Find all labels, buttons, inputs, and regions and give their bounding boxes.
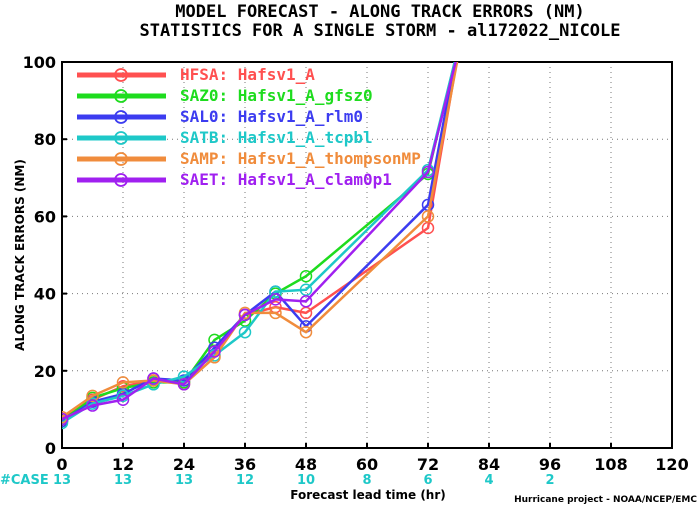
case-count: 13 xyxy=(53,473,71,488)
x-tick-label: 108 xyxy=(594,455,627,474)
legend-swatch-marker xyxy=(114,131,128,145)
data-point xyxy=(86,399,99,412)
x-tick-label: 48 xyxy=(295,455,317,474)
data-point xyxy=(421,165,435,179)
case-count: 6 xyxy=(423,473,432,488)
case-header-label: #CASE xyxy=(0,473,49,488)
y-tick-label: 0 xyxy=(45,439,56,458)
x-tick-label: 120 xyxy=(655,455,688,474)
x-tick-label: 84 xyxy=(478,455,500,474)
legend: HFSA: Hafsv1_A SAZ0: Hafsv1_A_gfsz0 SAL0: … xyxy=(77,65,421,189)
y-tick-label: 80 xyxy=(34,130,56,149)
legend-entry-label: SAMP: Hafsv1_A_thompsonMP xyxy=(180,149,421,168)
data-point xyxy=(238,325,252,339)
y-tick-label: 100 xyxy=(23,53,56,72)
case-count: 4 xyxy=(484,473,493,488)
grid-lines xyxy=(62,62,672,448)
case-count: 2 xyxy=(545,473,554,488)
legend-swatch-marker xyxy=(114,89,128,103)
data-point xyxy=(147,372,160,385)
legend-entry-label: SAL0: Hafsv1_A_rlm0 xyxy=(180,107,363,126)
x-tick-label: 96 xyxy=(539,455,561,474)
data-point xyxy=(62,416,69,430)
x-tick-label: 36 xyxy=(234,455,256,474)
y-axis-label: ALONG TRACK ERRORS (NM) xyxy=(13,159,27,351)
data-point xyxy=(269,306,282,320)
axis-ticks: 0 12 24 36 48 60 72 84 96 108 120 0 20 40 60 80 100 xyxy=(23,53,689,474)
x-tick-label: 24 xyxy=(173,455,195,474)
legend-entry-label: SAZ0: Hafsv1_A_gfsz0 xyxy=(180,86,373,105)
case-count: 13 xyxy=(175,473,193,488)
chart-title: MODEL FORECAST - ALONG TRACK ERRORS (NM) xyxy=(175,2,584,22)
legend-swatch-marker xyxy=(114,68,128,82)
case-counts: #CASE 13 13 13 12 10 8 6 4 2 xyxy=(0,473,555,488)
x-tick-label: 0 xyxy=(56,455,67,474)
legend-swatch-marker xyxy=(114,152,128,166)
data-point xyxy=(299,269,313,283)
x-tick-label: 60 xyxy=(356,455,378,474)
x-tick-label: 12 xyxy=(112,455,134,474)
credit-text: Hurricane project - NOAA/NCEP/EMC xyxy=(514,495,697,505)
case-count: 8 xyxy=(362,473,371,488)
data-point xyxy=(299,295,313,308)
legend-swatch-marker xyxy=(114,173,128,187)
legend-entry-label: SATB: Hafsv1_A_tcpbl xyxy=(180,128,373,147)
y-tick-label: 40 xyxy=(34,285,56,304)
data-point xyxy=(269,293,282,306)
chart-subtitle: STATISTICS FOR A SINGLE STORM - al172022… xyxy=(139,21,620,41)
case-count: 12 xyxy=(236,473,254,488)
series-line xyxy=(62,62,457,421)
series-line xyxy=(62,62,457,422)
series-group xyxy=(62,62,459,430)
data-point xyxy=(116,393,130,406)
data-point xyxy=(177,378,191,391)
x-axis-label: Forecast lead time (hr) xyxy=(290,488,446,502)
data-point xyxy=(62,412,69,426)
data-point xyxy=(208,345,221,358)
x-tick-label: 72 xyxy=(417,455,439,474)
data-point xyxy=(299,325,313,339)
data-point xyxy=(116,376,130,389)
legend-entry-label: SAET: Hafsv1_A_clam0p1 xyxy=(180,170,392,189)
data-point xyxy=(269,285,282,298)
series-line xyxy=(62,62,457,423)
y-tick-label: 60 xyxy=(34,207,56,226)
case-count: 13 xyxy=(114,473,132,488)
data-point xyxy=(86,389,99,403)
legend-swatch-marker xyxy=(114,110,128,124)
data-point xyxy=(421,210,435,223)
case-count: 10 xyxy=(297,473,315,488)
legend-entry-label: HFSA: Hafsv1_A xyxy=(180,65,315,84)
y-tick-label: 20 xyxy=(34,362,56,381)
data-point xyxy=(238,308,252,322)
